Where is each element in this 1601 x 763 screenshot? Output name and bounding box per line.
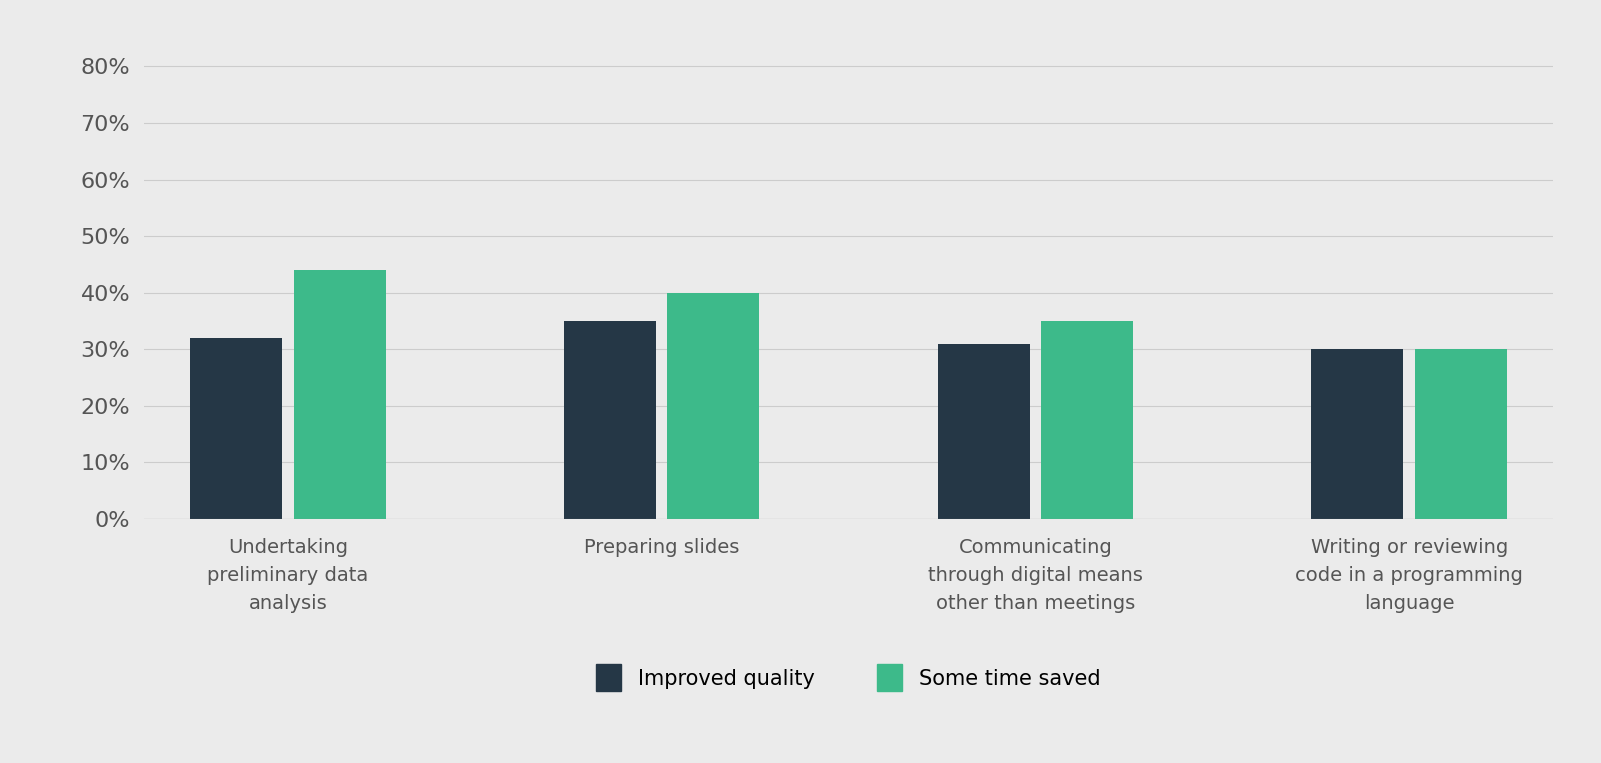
Bar: [938, 343, 1029, 519]
Bar: [1041, 321, 1134, 519]
Bar: [1311, 349, 1404, 519]
Bar: [293, 270, 386, 519]
Bar: [191, 338, 282, 519]
Bar: [1415, 349, 1507, 519]
Bar: [564, 321, 656, 519]
Bar: [668, 293, 759, 519]
Legend: Improved quality, Some time saved: Improved quality, Some time saved: [596, 665, 1101, 691]
